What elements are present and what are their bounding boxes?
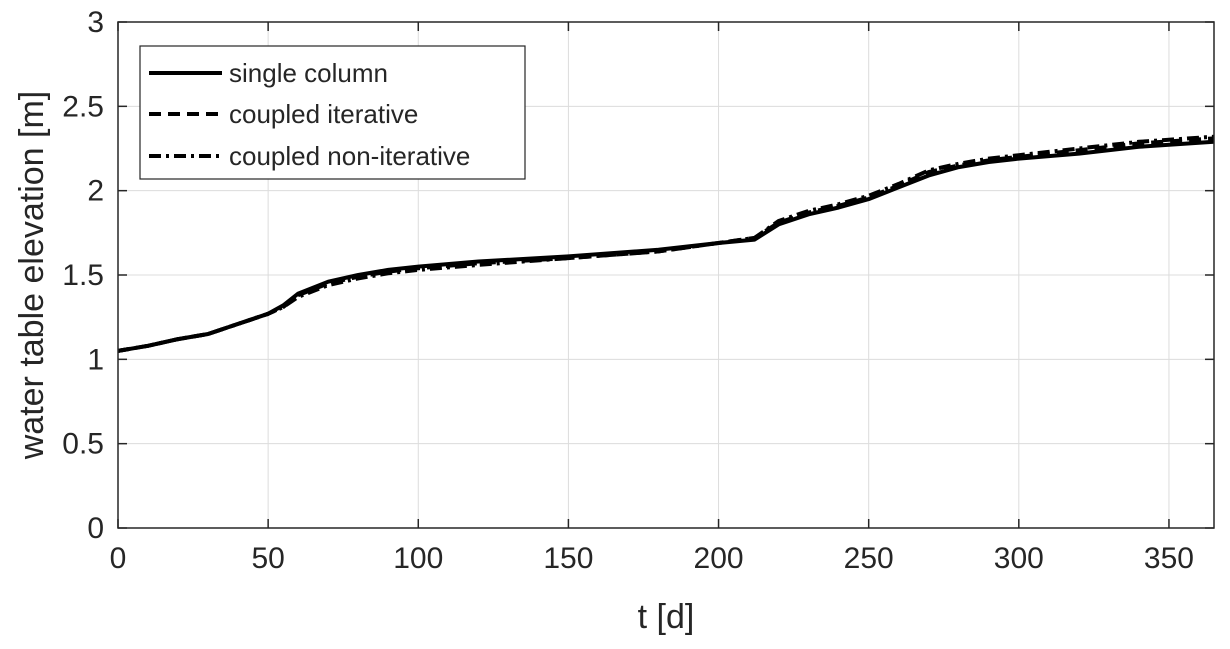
x-tick-label: 100 [393,542,443,575]
x-tick-label: 250 [844,542,894,575]
y-tick-label: 2.5 [62,90,104,123]
legend-label-coupled-iterative: coupled iterative [229,99,418,129]
legend: single column coupled iterative coupled … [139,45,526,180]
legend-label-single-column: single column [229,58,388,88]
x-axis-ticks: 0 50 100 150 200 250 300 350 [110,22,1194,575]
series-layer [117,134,1215,353]
x-tick-label: 200 [694,542,744,575]
y-tick-label: 1 [87,343,104,376]
x-tick-label: 300 [994,542,1044,575]
x-tick-label: 50 [251,542,284,575]
y-tick-label: 0.5 [62,428,104,461]
y-axis-ticks: 0 0.5 1 1.5 2 2.5 3 [62,6,1214,545]
y-tick-label: 2 [87,175,104,208]
legend-label-coupled-non-iterative: coupled non-iterative [229,141,470,171]
y-tick-label: 0 [87,512,104,545]
x-axis-label: t [d] [638,598,695,636]
series-line-coupled-non-iterative [117,134,1215,353]
x-tick-label: 0 [110,542,127,575]
x-tick-label: 350 [1144,542,1194,575]
y-axis-label: water table elevation [m] [13,91,51,461]
y-tick-label: 3 [87,6,104,39]
y-tick-label: 1.5 [62,259,104,292]
x-tick-label: 150 [543,542,593,575]
